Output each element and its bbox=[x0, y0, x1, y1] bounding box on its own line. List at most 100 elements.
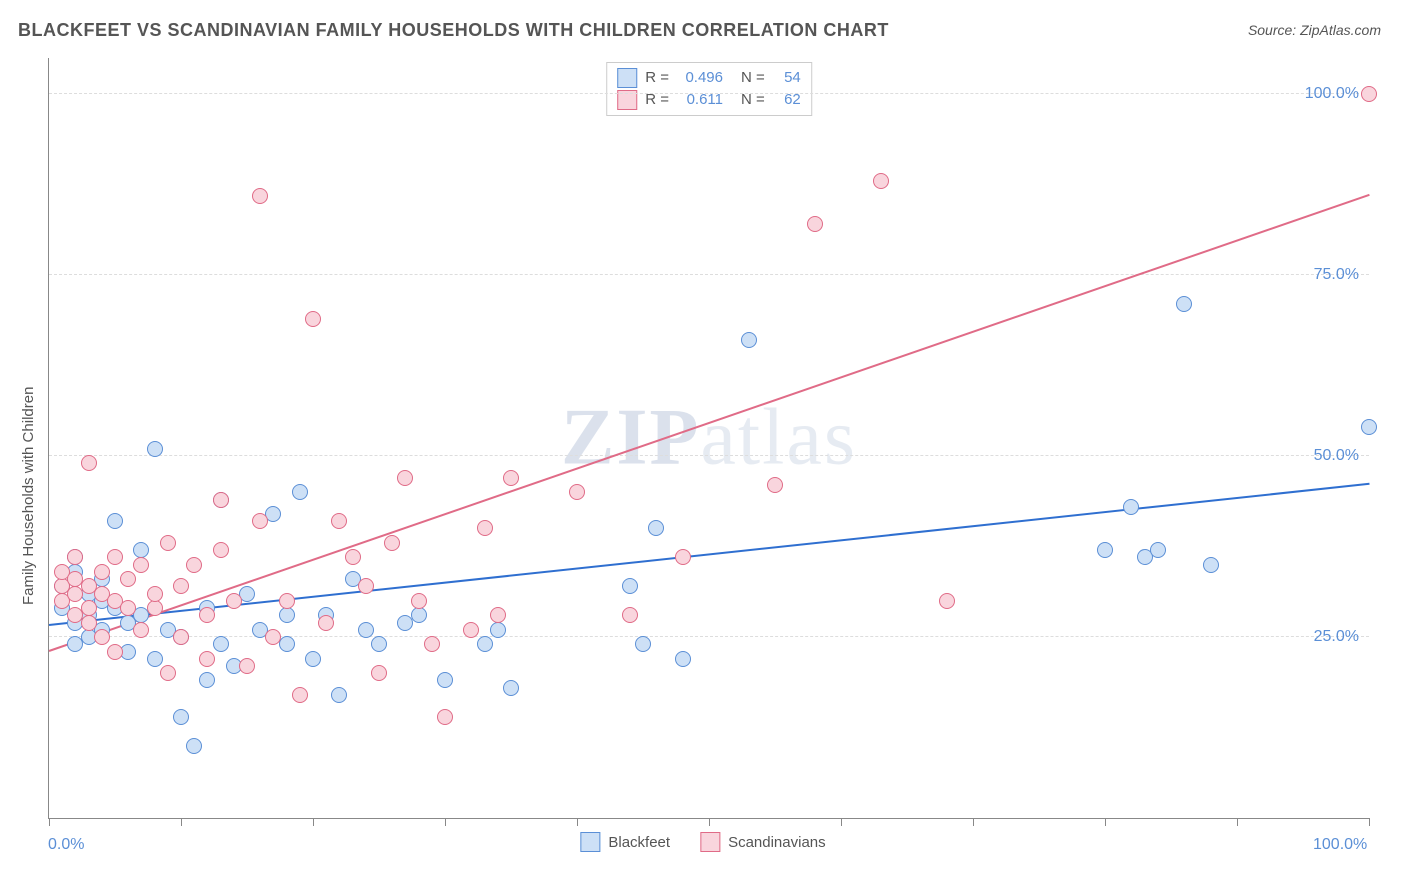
data-point bbox=[173, 578, 189, 594]
data-point bbox=[160, 535, 176, 551]
y-tick-label: 100.0% bbox=[1305, 85, 1359, 103]
series-legend-item: Blackfeet bbox=[580, 832, 670, 852]
data-point bbox=[371, 636, 387, 652]
y-tick-label: 75.0% bbox=[1314, 266, 1359, 284]
data-point bbox=[147, 441, 163, 457]
data-point bbox=[503, 470, 519, 486]
x-tick-label: 100.0% bbox=[1313, 836, 1367, 854]
stats-legend-row: R =0.496N =54 bbox=[617, 67, 801, 89]
data-point bbox=[490, 607, 506, 623]
data-point bbox=[424, 636, 440, 652]
data-point bbox=[675, 549, 691, 565]
data-point bbox=[305, 311, 321, 327]
data-point bbox=[463, 622, 479, 638]
x-tick bbox=[49, 818, 50, 826]
x-tick bbox=[841, 818, 842, 826]
data-point bbox=[279, 593, 295, 609]
data-point bbox=[107, 644, 123, 660]
data-point bbox=[648, 520, 664, 536]
data-point bbox=[265, 629, 281, 645]
x-tick bbox=[973, 818, 974, 826]
data-point bbox=[1361, 419, 1377, 435]
data-point bbox=[147, 586, 163, 602]
data-point bbox=[741, 332, 757, 348]
source-attribution: Source: ZipAtlas.com bbox=[1248, 22, 1381, 38]
series-legend-item: Scandinavians bbox=[700, 832, 826, 852]
data-point bbox=[1123, 499, 1139, 515]
data-point bbox=[1150, 542, 1166, 558]
data-point bbox=[199, 672, 215, 688]
data-point bbox=[213, 492, 229, 508]
data-point bbox=[331, 687, 347, 703]
stat-value-n: 54 bbox=[773, 67, 801, 89]
data-point bbox=[437, 672, 453, 688]
data-point bbox=[1203, 557, 1219, 573]
data-point bbox=[939, 593, 955, 609]
data-point bbox=[186, 557, 202, 573]
data-point bbox=[490, 622, 506, 638]
x-tick bbox=[181, 818, 182, 826]
data-point bbox=[477, 520, 493, 536]
series-name: Scandinavians bbox=[728, 834, 826, 851]
x-tick bbox=[445, 818, 446, 826]
gridline bbox=[49, 455, 1369, 456]
series-legend: Blackfeet Scandinavians bbox=[580, 832, 825, 852]
gridline bbox=[49, 636, 1369, 637]
data-point bbox=[807, 216, 823, 232]
data-point bbox=[331, 513, 347, 529]
x-tick-label: 0.0% bbox=[48, 836, 84, 854]
data-point bbox=[67, 549, 83, 565]
data-point bbox=[635, 636, 651, 652]
data-point bbox=[292, 484, 308, 500]
data-point bbox=[107, 549, 123, 565]
data-point bbox=[384, 535, 400, 551]
stats-legend: R =0.496N =54R =0.611N =62 bbox=[606, 62, 812, 116]
data-point bbox=[199, 607, 215, 623]
trend-line bbox=[49, 194, 1370, 652]
data-point bbox=[186, 738, 202, 754]
watermark: ZIPatlas bbox=[561, 393, 857, 484]
y-axis-label: Family Households with Children bbox=[20, 387, 37, 605]
data-point bbox=[569, 484, 585, 500]
data-point bbox=[675, 651, 691, 667]
data-point bbox=[147, 600, 163, 616]
data-point bbox=[94, 629, 110, 645]
stat-value-r: 0.496 bbox=[677, 67, 723, 89]
data-point bbox=[213, 636, 229, 652]
data-point bbox=[437, 709, 453, 725]
data-point bbox=[358, 578, 374, 594]
data-point bbox=[173, 709, 189, 725]
x-tick bbox=[313, 818, 314, 826]
data-point bbox=[873, 173, 889, 189]
gridline bbox=[49, 274, 1369, 275]
data-point bbox=[120, 600, 136, 616]
y-tick-label: 50.0% bbox=[1314, 447, 1359, 465]
x-tick bbox=[1105, 818, 1106, 826]
data-point bbox=[318, 615, 334, 631]
data-point bbox=[252, 188, 268, 204]
data-point bbox=[81, 615, 97, 631]
series-name: Blackfeet bbox=[608, 834, 670, 851]
x-tick bbox=[1369, 818, 1370, 826]
legend-swatch bbox=[617, 68, 637, 88]
data-point bbox=[160, 665, 176, 681]
data-point bbox=[107, 513, 123, 529]
data-point bbox=[239, 658, 255, 674]
trend-line bbox=[49, 483, 1369, 626]
data-point bbox=[226, 593, 242, 609]
data-point bbox=[147, 651, 163, 667]
data-point bbox=[358, 622, 374, 638]
data-point bbox=[133, 622, 149, 638]
data-point bbox=[94, 564, 110, 580]
data-point bbox=[411, 593, 427, 609]
data-point bbox=[411, 607, 427, 623]
data-point bbox=[767, 477, 783, 493]
data-point bbox=[622, 607, 638, 623]
chart-title: BLACKFEET VS SCANDINAVIAN FAMILY HOUSEHO… bbox=[18, 20, 889, 41]
data-point bbox=[213, 542, 229, 558]
data-point bbox=[292, 687, 308, 703]
scatter-plot-area: ZIPatlas R =0.496N =54R =0.611N =62 25.0… bbox=[48, 58, 1369, 819]
stat-label-n: N = bbox=[741, 67, 765, 89]
data-point bbox=[120, 571, 136, 587]
data-point bbox=[345, 549, 361, 565]
